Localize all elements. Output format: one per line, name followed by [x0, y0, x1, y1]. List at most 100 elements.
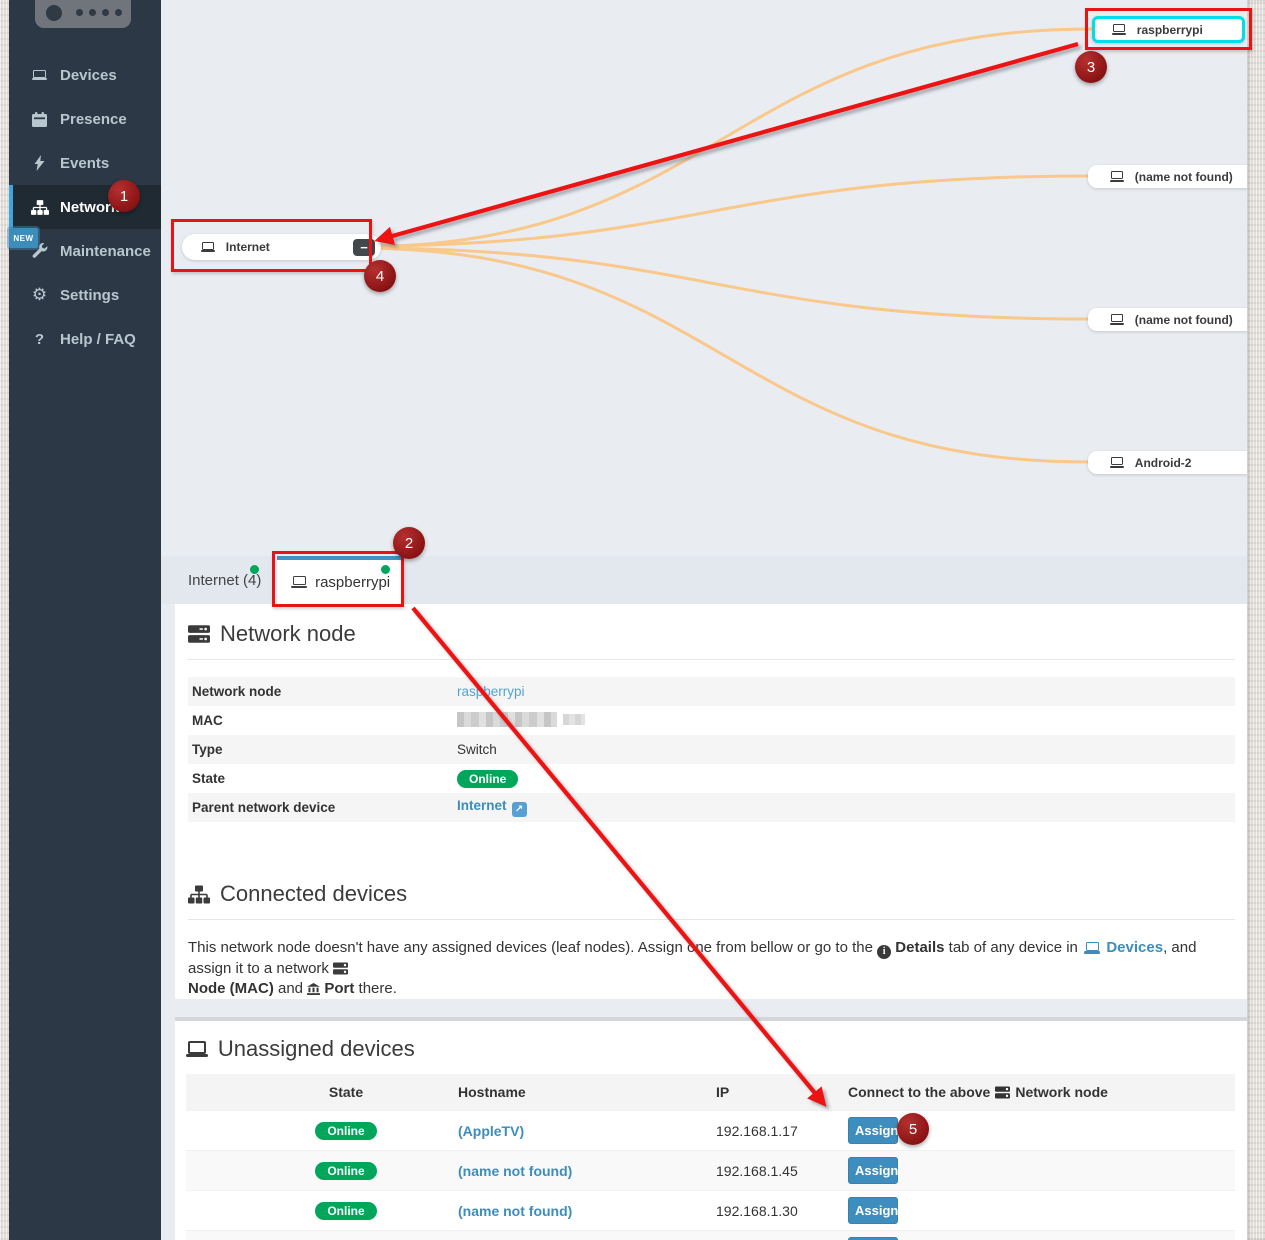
- logo-dot: [115, 9, 122, 16]
- laptop-icon: [1084, 942, 1100, 954]
- no-devices-message: This network node doesn't have any assig…: [188, 938, 1233, 999]
- node-internet[interactable]: Internet −: [182, 234, 381, 260]
- table-row: Online (name not found) 192.168.1.30 Ass…: [186, 1190, 1235, 1230]
- bolt-icon: [30, 155, 49, 171]
- edge-line: [355, 246, 1089, 464]
- section-title: Unassigned devices: [217, 1036, 415, 1061]
- tab-raspberrypi[interactable]: raspberrypi: [277, 556, 402, 604]
- type-value: Switch: [457, 742, 497, 757]
- unassigned-devices-heading: Unassigned devices: [186, 1021, 1235, 1065]
- sidebar-item-events[interactable]: Events: [9, 141, 161, 185]
- status-badge: Online: [315, 1121, 377, 1140]
- app-logo: [35, 0, 131, 28]
- hostname-link[interactable]: (name not found): [458, 1202, 573, 1219]
- sidebar-item-label: Maintenance: [60, 242, 151, 260]
- table-header-row: State Hostname IP Connect to the above N…: [186, 1074, 1235, 1110]
- sidebar-item-settings[interactable]: ⚙ Settings: [9, 273, 161, 317]
- divider: [188, 919, 1235, 920]
- logo-dot: [102, 9, 109, 16]
- table-row: Online (AppleTV) 192.168.1.17 Assign: [186, 1110, 1235, 1150]
- edge-line: [355, 174, 1089, 248]
- message-text: there.: [354, 980, 397, 997]
- sidebar-item-label: Presence: [60, 110, 127, 128]
- laptop-icon: [1112, 24, 1126, 34]
- laptop-icon: [186, 1041, 208, 1058]
- hostname-link[interactable]: (AppleTV): [458, 1122, 525, 1139]
- header-text: Network node: [1015, 1084, 1108, 1100]
- column-header-ip: IP: [716, 1084, 730, 1100]
- node-mac-label: Node (MAC): [188, 980, 274, 997]
- assign-button[interactable]: Assign: [848, 1117, 898, 1144]
- node-raspberrypi[interactable]: raspberrypi: [1092, 16, 1245, 43]
- new-badge: NEW: [9, 228, 38, 248]
- info-icon: i: [877, 945, 892, 959]
- info-label: State: [192, 771, 226, 786]
- sitemap-icon: [30, 199, 49, 215]
- message-text: tab of any device in: [944, 939, 1083, 956]
- info-label: Network node: [192, 684, 282, 699]
- sidebar-item-label: Devices: [60, 66, 117, 84]
- sitemap-icon: [188, 885, 210, 903]
- sidebar-item-help[interactable]: ? Help / FAQ: [9, 317, 161, 361]
- ip-value: 192.168.1.30: [716, 1202, 798, 1219]
- sidebar-item-label: Help / FAQ: [60, 330, 136, 348]
- sidebar: Devices Presence Events Network: [9, 0, 161, 1240]
- column-header-connect: Connect to the above Network node: [811, 1084, 1235, 1100]
- tab-label: Internet (4): [188, 571, 262, 589]
- page-edge-texture-right: [1247, 0, 1265, 1240]
- node-android-2[interactable]: Android-2: [1088, 451, 1247, 474]
- details-label: Details: [895, 939, 945, 956]
- network-node-link[interactable]: raspberrypi: [457, 684, 525, 699]
- laptop-icon: [201, 242, 215, 252]
- column-header-state: State: [328, 1084, 364, 1100]
- info-label: MAC: [192, 713, 223, 728]
- parent-device-link[interactable]: Internet: [457, 798, 507, 813]
- assign-button[interactable]: Assign: [848, 1157, 898, 1184]
- ip-value: 192.168.1.17: [716, 1122, 798, 1139]
- collapse-node-button[interactable]: −: [353, 238, 375, 256]
- assign-button[interactable]: Assign: [848, 1237, 898, 1240]
- external-link-icon[interactable]: ↗: [511, 802, 527, 817]
- sidebar-item-devices[interactable]: Devices: [9, 53, 161, 97]
- topology-edges: [355, 27, 1093, 464]
- logo-dot-large: [46, 5, 62, 21]
- message-text: , and assign it to a network: [188, 939, 1197, 977]
- info-row: Type Switch: [188, 735, 1235, 764]
- laptop-icon: [291, 576, 307, 588]
- assign-button[interactable]: Assign: [848, 1197, 898, 1224]
- online-dot: [381, 565, 390, 574]
- node-tabs: Internet (4) raspberrypi: [161, 556, 1247, 604]
- network-node-heading: Network node: [188, 604, 1235, 650]
- wrench-icon: [30, 243, 49, 259]
- node-label: raspberrypi: [1136, 22, 1203, 37]
- mac-redacted-value: [457, 711, 585, 727]
- network-node-card: Network node Network node raspberrypi MA…: [175, 604, 1247, 999]
- node-name-not-found-1[interactable]: (name not found): [1088, 165, 1247, 188]
- logo-dot: [76, 9, 83, 16]
- info-row: Parent network device Internet ↗: [188, 793, 1235, 822]
- tab-internet[interactable]: Internet (4): [161, 556, 261, 604]
- status-badge: Online: [315, 1161, 377, 1180]
- devices-link[interactable]: Devices: [1106, 939, 1164, 956]
- question-icon: ?: [34, 330, 45, 348]
- info-row: MAC: [188, 706, 1235, 735]
- node-label: Android-2: [1134, 455, 1192, 470]
- gear-icon: ⚙: [31, 284, 48, 305]
- card-gap: [161, 999, 1247, 1017]
- sidebar-item-maintenance[interactable]: Maintenance: [9, 229, 161, 273]
- status-badge: Online: [457, 769, 519, 788]
- section-title: Connected devices: [220, 881, 408, 906]
- info-label: Type: [192, 742, 223, 757]
- unassigned-devices-card: Unassigned devices State Hostname IP Con…: [175, 1017, 1247, 1240]
- hostname-link[interactable]: (name not found): [458, 1162, 573, 1179]
- laptop-icon: [1110, 171, 1124, 181]
- server-icon: [995, 1086, 1011, 1098]
- sidebar-item-label: Events: [60, 154, 110, 172]
- calendar-icon: [30, 111, 49, 127]
- message-text: This network node doesn't have any assig…: [188, 939, 878, 956]
- node-name-not-found-2[interactable]: (name not found): [1088, 308, 1247, 331]
- tab-label: raspberrypi: [315, 573, 391, 591]
- sidebar-item-label: Network: [60, 198, 120, 216]
- sidebar-item-presence[interactable]: Presence: [9, 97, 161, 141]
- sidebar-item-network[interactable]: Network: [9, 185, 161, 229]
